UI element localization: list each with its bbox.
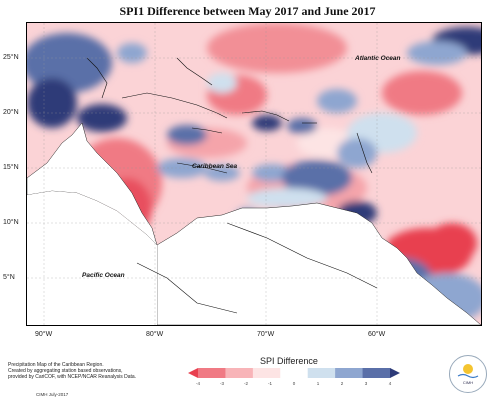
credit-date: CIMH July-2017 — [36, 392, 69, 397]
legend-tick-label: 0 — [292, 381, 296, 386]
legend-title: SPI Difference — [260, 356, 318, 366]
legend-swatch — [362, 368, 391, 378]
legend-tick-label: -4 — [195, 381, 201, 386]
credit-line-1: Precipitation Map of the Caribbean Regio… — [8, 362, 104, 368]
map-panel: Atlantic Ocean Caribbean Sea Pacific Oce… — [26, 22, 482, 326]
lon-label-80w: 80°W — [146, 331, 164, 338]
legend-swatch — [280, 368, 309, 378]
legend-tick-label: 3 — [364, 381, 368, 386]
legend-swatch — [198, 368, 226, 378]
lat-label-15n: 15°N — [3, 164, 19, 171]
wave-icon — [457, 373, 479, 379]
legend-tick-label: -1 — [267, 381, 273, 386]
lon-label-90w: 90°W — [35, 331, 53, 338]
lat-label-5n: 5°N — [3, 274, 15, 281]
coastlines — [86, 57, 378, 314]
legend-swatch — [335, 368, 364, 378]
legend-tick-label: -2 — [243, 381, 249, 386]
lat-label-10n: 10°N — [3, 219, 19, 226]
legend-swatch — [307, 368, 336, 378]
cimh-logo: CIMH — [449, 355, 487, 393]
legend-tick-label: 4 — [388, 381, 392, 386]
legend-swatch — [252, 368, 281, 378]
spi-map — [27, 23, 481, 325]
lon-label-70w: 70°W — [257, 331, 275, 338]
legend-tick-label: 2 — [340, 381, 344, 386]
map-title: SPI1 Difference between May 2017 and Jun… — [119, 4, 376, 18]
legend-swatch — [225, 368, 254, 378]
sun-icon — [463, 364, 473, 374]
legend-tick-label: 1 — [316, 381, 320, 386]
legend-ticks: -4 -3 -2 -1 0 1 2 3 4 — [188, 381, 400, 389]
legend-swatch-max — [390, 368, 400, 378]
land-white — [27, 122, 481, 325]
legend-swatch-min — [188, 368, 198, 378]
lat-label-20n: 20°N — [3, 109, 19, 116]
pacific-ocean-label: Pacific Ocean — [82, 272, 125, 279]
credit-text: Precipitation Map of the Caribbean Regio… — [8, 362, 138, 380]
legend-colorbar — [188, 368, 400, 378]
logo-emblem — [457, 364, 479, 379]
logo-text: CIMH — [462, 380, 474, 385]
legend-tick-label: -3 — [219, 381, 225, 386]
credit-line-3: provided by CariCOF, with NCEP/NCAR Rean… — [8, 374, 137, 380]
atlantic-ocean-label: Atlantic Ocean — [355, 55, 401, 62]
credit-line-2: Created by aggregating station based obs… — [8, 368, 123, 374]
lon-label-60w: 60°W — [368, 331, 386, 338]
lat-label-25n: 25°N — [3, 54, 19, 61]
caribbean-sea-label: Caribbean Sea — [192, 163, 238, 170]
